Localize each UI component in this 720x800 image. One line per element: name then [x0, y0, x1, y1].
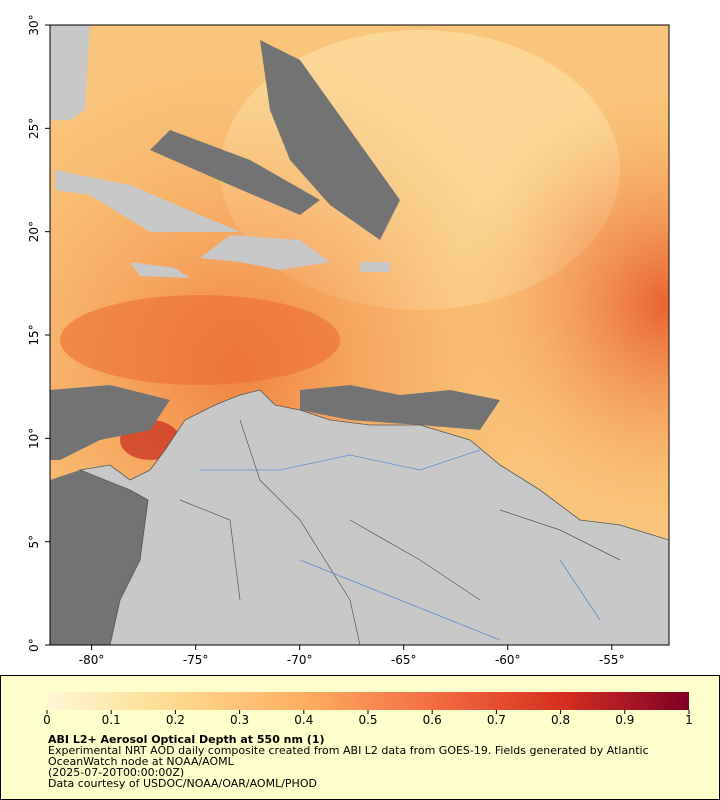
caption-title: ABI L2+ Aerosol Optical Depth at 550 nm … [48, 733, 325, 746]
colorbar [47, 692, 689, 710]
y-tick-label: 20° [27, 221, 41, 242]
colorbar-tick-label: 0.6 [423, 713, 442, 727]
x-tick-label: -75° [183, 653, 209, 667]
caption-line: Experimental NRT AOD daily composite cre… [48, 744, 649, 757]
x-tick-label: -70° [287, 653, 313, 667]
y-tick-label: 0° [27, 638, 41, 652]
colorbar-tick-label: 1 [685, 713, 693, 727]
colorbar-tick-label: 0.1 [102, 713, 121, 727]
map-image [50, 25, 669, 645]
colorbar-tick-label: 0.4 [294, 713, 313, 727]
y-tick-label: 10° [27, 428, 41, 449]
y-tick-label: 15° [27, 324, 41, 345]
caption-line: Data courtesy of USDOC/NOAA/OAR/AOML/PHO… [48, 777, 317, 790]
colorbar-tick-label: 0.3 [230, 713, 249, 727]
caption-line: (2025-07-20T00:00:00Z) [48, 766, 184, 779]
y-tick-label: 30° [27, 14, 41, 35]
x-tick-label: -80° [79, 653, 105, 667]
colorbar-tick-label: 0.5 [358, 713, 377, 727]
caption-line: OceanWatch node at NOAA/AOML [48, 755, 235, 768]
colorbar-tick-label: 0.9 [615, 713, 634, 727]
colorbar-tick-label: 0.2 [166, 713, 185, 727]
colorbar-tick-label: 0.7 [487, 713, 506, 727]
y-tick-label: 25° [27, 118, 41, 139]
x-tick-label: -55° [599, 653, 625, 667]
colorbar-tick-label: 0.8 [551, 713, 570, 727]
colorbar-tick-label: 0 [43, 713, 51, 727]
x-tick-label: -65° [391, 653, 417, 667]
y-tick-label: 5° [27, 535, 41, 549]
x-tick-label: -60° [495, 653, 521, 667]
